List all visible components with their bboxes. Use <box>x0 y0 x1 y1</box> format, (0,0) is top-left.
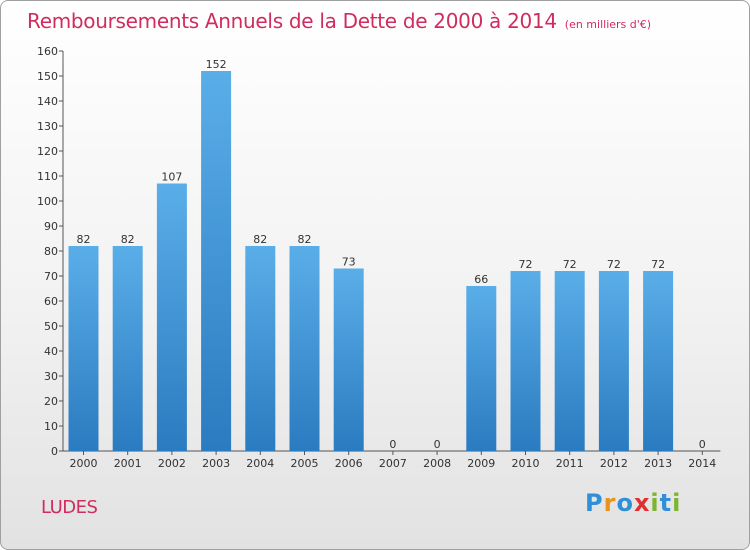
x-tick-label: 2003 <box>202 457 230 470</box>
chart-title: Remboursements Annuels de la Dette de 20… <box>27 9 651 33</box>
bar <box>289 246 320 451</box>
chart-axes: 0 10 20 30 40 50 60 70 80 90 100 110 120 130 140 150 160… <box>37 45 721 470</box>
bar-value-label: 72 <box>519 258 533 271</box>
bar-value-label: 0 <box>699 438 706 451</box>
x-tick-label: 2000 <box>70 457 98 470</box>
bar-value-label: 73 <box>342 256 356 269</box>
x-tick-label: 2010 <box>512 457 540 470</box>
x-tick-label: 2006 <box>335 457 363 470</box>
x-tick-label: 2004 <box>246 457 274 470</box>
x-tick-label: 2014 <box>688 457 716 470</box>
bar-value-label: 82 <box>77 233 91 246</box>
y-tick-label: 40 <box>44 345 58 358</box>
y-tick-label: 120 <box>37 145 58 158</box>
chart-subtitle: (en milliers d'€) <box>564 18 652 31</box>
bar-value-label: 72 <box>563 258 577 271</box>
bar <box>510 271 541 451</box>
bar <box>112 246 143 451</box>
x-tick-label: 2012 <box>600 457 628 470</box>
y-tick-label: 100 <box>37 195 58 208</box>
x-tick-label: 2009 <box>467 457 495 470</box>
bar <box>201 71 232 451</box>
y-tick-label: 0 <box>51 445 58 458</box>
bar <box>598 271 629 451</box>
bar-value-label: 82 <box>298 233 312 246</box>
bar-value-label: 72 <box>651 258 665 271</box>
y-tick-label: 30 <box>44 370 58 383</box>
y-tick-label: 70 <box>44 270 58 283</box>
y-tick-label: 20 <box>44 395 58 408</box>
x-tick-label: 2011 <box>556 457 584 470</box>
y-tick-label: 110 <box>37 170 58 183</box>
chart-title-text: Remboursements Annuels de la Dette de 20… <box>27 9 557 33</box>
bar-value-label: 107 <box>161 171 182 184</box>
x-tick-label: 2008 <box>423 457 451 470</box>
x-tick-label: 2001 <box>114 457 142 470</box>
x-tick-label: 2002 <box>158 457 186 470</box>
y-tick-label: 140 <box>37 95 58 108</box>
y-tick-label: 60 <box>44 295 58 308</box>
chart-bars <box>68 71 674 451</box>
y-tick-label: 90 <box>44 220 58 233</box>
y-tick-label: 160 <box>37 45 58 58</box>
bar-value-label: 72 <box>607 258 621 271</box>
commune-name: LUDES <box>41 497 98 518</box>
bar <box>245 246 276 451</box>
y-tick-label: 130 <box>37 120 58 133</box>
bar-value-label: 0 <box>389 438 396 451</box>
bar <box>68 246 99 451</box>
bar <box>333 268 364 451</box>
bar <box>554 271 585 451</box>
bar-value-label: 82 <box>253 233 267 246</box>
y-tick-label: 80 <box>44 245 58 258</box>
bar <box>466 286 497 451</box>
bar-value-label: 152 <box>206 58 227 71</box>
bar-value-label: 82 <box>121 233 135 246</box>
x-tick-label: 2005 <box>291 457 319 470</box>
bar <box>156 183 187 451</box>
x-tick-label: 2007 <box>379 457 407 470</box>
bar-value-label: 0 <box>434 438 441 451</box>
bar <box>643 271 674 451</box>
y-tick-label: 10 <box>44 420 58 433</box>
y-tick-label: 150 <box>37 70 58 83</box>
chart-labels: 82 82 107 152 82 82 73 0 0 66 72 72 72 72 0 <box>77 58 706 451</box>
proxiti-logo: Proxiti <box>585 489 682 517</box>
x-tick-label: 2013 <box>644 457 672 470</box>
y-tick-label: 50 <box>44 320 58 333</box>
bar-value-label: 66 <box>474 273 488 286</box>
